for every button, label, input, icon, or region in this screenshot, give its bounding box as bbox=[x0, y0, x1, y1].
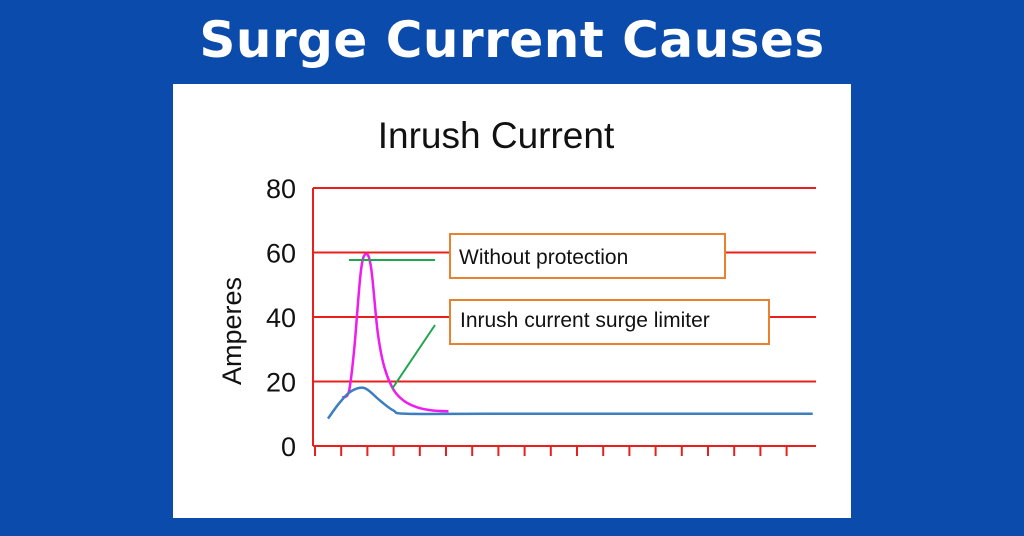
y-tick-label: 20 bbox=[266, 368, 296, 398]
without-protection-label: Without protection bbox=[459, 246, 628, 269]
y-tick-label: 80 bbox=[266, 174, 296, 204]
chart-svg: Inrush Current Amperes 0 20 40 60 80 Without… bbox=[217, 115, 816, 462]
y-tick-label: 60 bbox=[266, 239, 296, 269]
chart-title: Inrush Current bbox=[378, 115, 615, 156]
page-title: Surge Current Causes bbox=[199, 11, 825, 69]
without-protection-callout bbox=[449, 233, 726, 279]
series-lines bbox=[326, 252, 813, 420]
without-protection-line bbox=[341, 252, 449, 413]
limiter-label: Inrush current surge limiter bbox=[460, 309, 710, 332]
limiter-leader bbox=[391, 324, 436, 390]
limiter-callout bbox=[449, 299, 770, 345]
y-tick-label: 40 bbox=[266, 303, 296, 333]
y-tick-label: 0 bbox=[281, 432, 296, 462]
y-axis-label: Amperes bbox=[217, 277, 247, 385]
chart-card: Inrush Current Amperes 0 20 40 60 80 Without… bbox=[173, 84, 851, 518]
x-axis-ticks bbox=[314, 446, 788, 456]
y-tick-labels: 0 20 40 60 80 bbox=[266, 174, 296, 462]
surge-limiter-line bbox=[326, 386, 813, 420]
